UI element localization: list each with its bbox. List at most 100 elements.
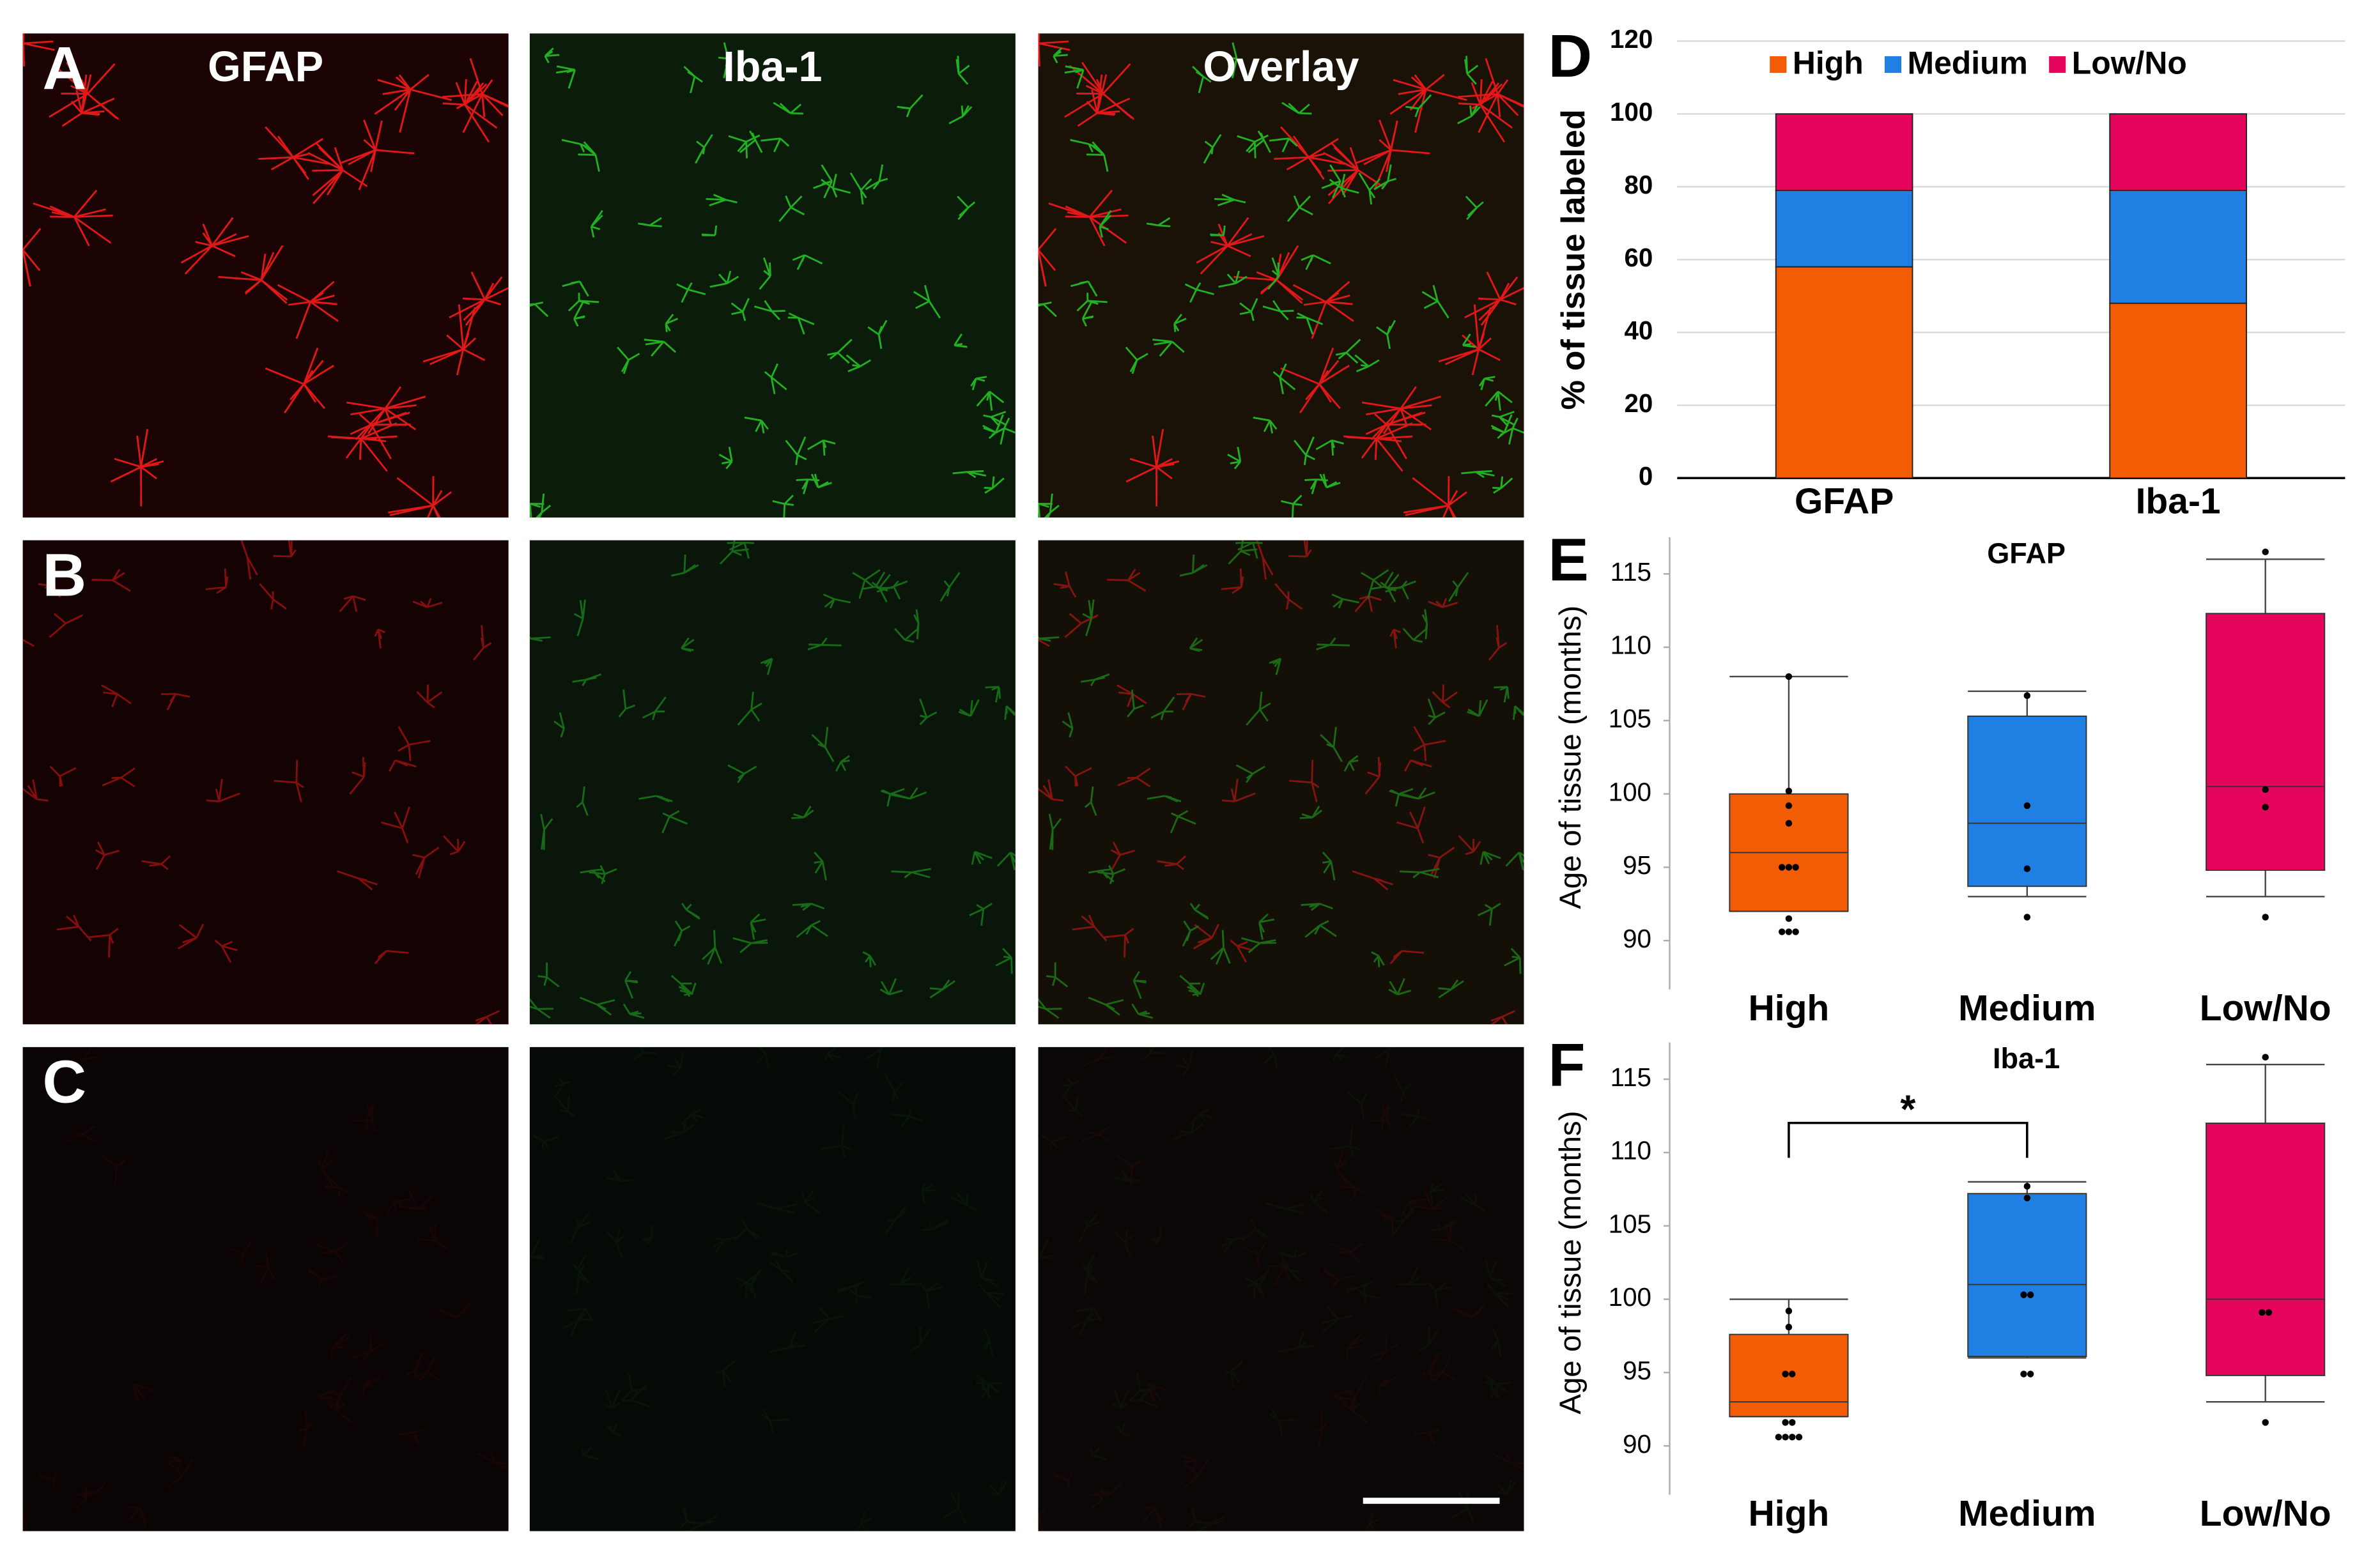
cell [954, 334, 968, 348]
cell [759, 257, 771, 290]
cell [603, 1388, 621, 1409]
cell [1179, 554, 1208, 577]
cell [328, 422, 398, 472]
cell [529, 301, 549, 318]
cell [95, 841, 120, 870]
cell [161, 693, 190, 710]
cell [323, 1172, 348, 1199]
row-letter: B [43, 541, 87, 609]
cell [706, 194, 738, 206]
cell [1099, 210, 1112, 238]
cell [49, 765, 77, 787]
cell [374, 73, 452, 133]
cell [991, 417, 1016, 445]
data-point [1775, 1434, 1782, 1441]
cell [1088, 996, 1124, 1016]
cell [1376, 319, 1396, 349]
cell [985, 686, 1001, 703]
cell [862, 951, 877, 967]
cell [908, 1326, 931, 1353]
cell [618, 689, 636, 718]
cell [695, 134, 713, 164]
cell [1053, 1472, 1072, 1489]
cell [442, 835, 466, 855]
cell [955, 56, 970, 85]
cell [787, 312, 815, 335]
data-point [2262, 914, 2269, 921]
cell [1427, 698, 1446, 725]
bar-segment [2109, 190, 2247, 304]
cell [1241, 937, 1276, 953]
cell [827, 339, 853, 364]
cell [1484, 1374, 1506, 1393]
cell [1269, 657, 1282, 675]
cell [1038, 779, 1064, 802]
cell [1221, 568, 1244, 594]
x-tick-label: High [1749, 1493, 1830, 1534]
cell [1147, 1383, 1170, 1402]
cell [1304, 920, 1337, 938]
data-point [2259, 1308, 2266, 1316]
cell [1107, 569, 1147, 592]
cell [75, 1486, 88, 1510]
cell [1053, 47, 1068, 64]
cell [1117, 767, 1151, 788]
cell [1490, 1010, 1515, 1025]
cell [1187, 983, 1205, 996]
cell [141, 855, 171, 870]
data-point [1782, 1434, 1789, 1441]
cell [537, 962, 560, 988]
cell [529, 636, 551, 642]
cell [922, 1218, 949, 1231]
data-point [2023, 1183, 2031, 1190]
cell [719, 540, 749, 565]
cell [1115, 1169, 1141, 1183]
cell [1421, 1351, 1440, 1381]
panel-letter: E [1549, 526, 1589, 594]
cell [633, 1047, 657, 1061]
micrograph-background [1038, 1047, 1524, 1531]
cell [1193, 923, 1220, 950]
cell [1400, 868, 1440, 878]
data-point [1789, 1419, 1796, 1426]
cell [801, 1190, 821, 1215]
cell [1090, 1482, 1122, 1496]
cell [75, 1482, 107, 1496]
cell [1210, 930, 1231, 965]
column-title: Overlay [1203, 43, 1359, 91]
cell [852, 569, 881, 599]
cell [1084, 786, 1097, 817]
cell [1401, 1198, 1426, 1217]
cell [663, 1119, 695, 1140]
cell [1373, 164, 1397, 190]
box [2206, 613, 2326, 871]
cell [1314, 1409, 1328, 1448]
y-tick-label: 105 [1609, 704, 1651, 733]
cell [259, 583, 288, 610]
cell [1083, 1264, 1097, 1295]
cell [1438, 304, 1501, 376]
y-tick-label: 110 [1611, 631, 1651, 660]
cell [624, 971, 638, 999]
cell [1428, 598, 1458, 608]
column-title: Iba-1 [723, 43, 822, 91]
cell [575, 1264, 589, 1295]
cell [865, 1047, 885, 1068]
cell [1235, 764, 1265, 783]
y-tick-label: 100 [1609, 1282, 1651, 1312]
cell [761, 137, 790, 153]
cell [1361, 386, 1442, 440]
micrograph-background [22, 540, 509, 1025]
cell [678, 983, 697, 996]
cell [1400, 1108, 1432, 1128]
cell [674, 920, 691, 947]
cell [1089, 1446, 1108, 1461]
cell [996, 852, 1016, 871]
cell [180, 217, 249, 275]
legend-swatch [1884, 56, 1902, 73]
cell [890, 787, 927, 800]
data-point [2027, 1370, 2034, 1377]
cell [530, 1239, 545, 1260]
cell [572, 673, 602, 686]
cell [258, 126, 330, 180]
